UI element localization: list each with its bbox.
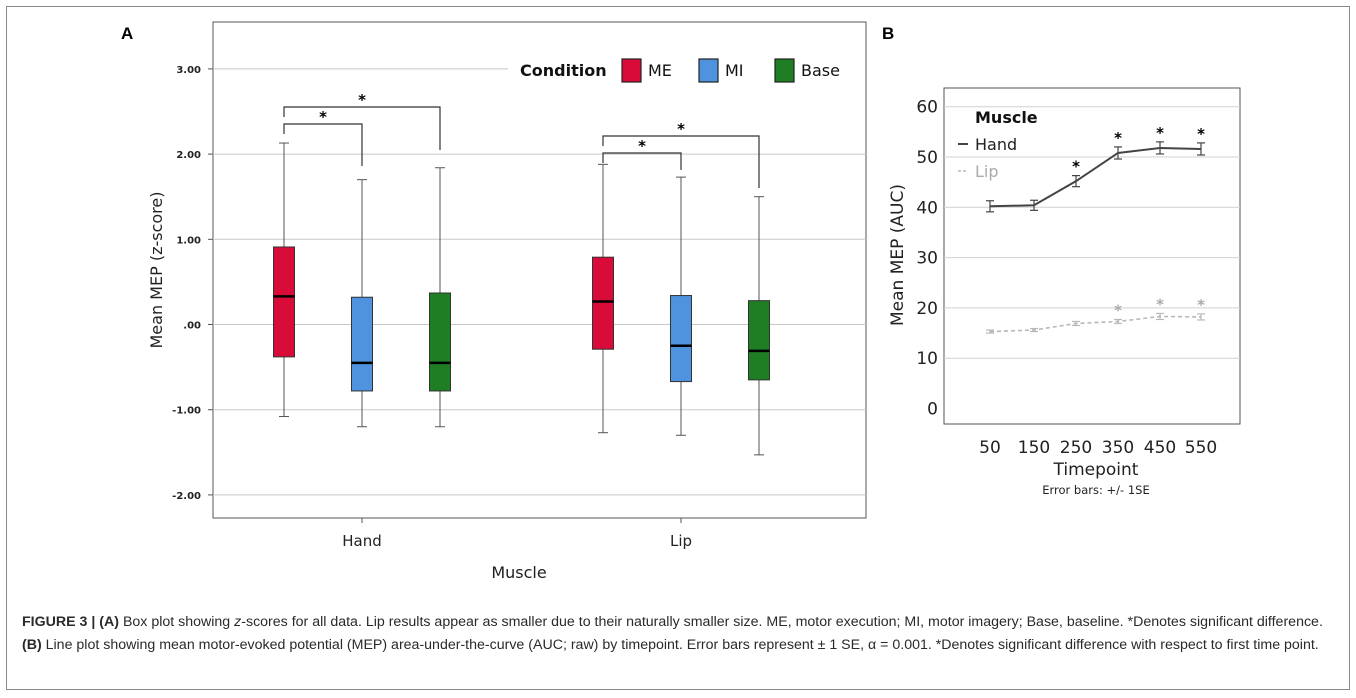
- legend-a: Condition ME MI Base: [520, 58, 840, 83]
- y-tick-label-b: 10: [916, 349, 938, 369]
- y-tick-label-b: 40: [916, 198, 938, 218]
- significance-star: *: [358, 91, 366, 109]
- significance-bracket: *: [283, 91, 441, 150]
- error-bar: [1030, 199, 1038, 211]
- panel-label-a: A: [121, 24, 134, 43]
- box-hand-base: [429, 292, 451, 392]
- error-bar: [1197, 142, 1205, 156]
- y-tick-label-a: -1.00: [172, 406, 201, 417]
- box-hand-mi: [351, 296, 373, 392]
- caption-a-text-2: -scores for all data. Lip results appear…: [241, 614, 1323, 630]
- significance-star: *: [1156, 124, 1164, 142]
- caption-b-label: (B): [22, 637, 42, 653]
- significance-bracket: *: [283, 108, 363, 166]
- legend-label-base: Base: [801, 61, 840, 80]
- bracket-line: [283, 106, 441, 150]
- error-bar: [1197, 313, 1205, 321]
- error-bar-note: Error bars: +/- 1SE: [1042, 483, 1149, 497]
- legend-label-me: ME: [648, 61, 672, 80]
- x-tick-label-b: 250: [1060, 438, 1092, 458]
- x-tick-label-b: 350: [1102, 438, 1134, 458]
- error-bar: [1114, 146, 1122, 160]
- error-bar: [1156, 312, 1164, 321]
- error-bar: [1114, 318, 1122, 325]
- significance-star: *: [1072, 158, 1080, 176]
- figure-caption: FIGURE 3 | (A) Box plot showing z-scores…: [22, 611, 1338, 657]
- legend-title-a: Condition: [520, 61, 607, 80]
- significance-bracket: *: [602, 120, 760, 188]
- significance-star: *: [1197, 125, 1205, 143]
- significance-star: *: [1114, 301, 1122, 319]
- y-tick-label-a: 3.00: [176, 65, 201, 76]
- x-axis-label-a: Muscle: [491, 563, 546, 582]
- error-bar: [1072, 320, 1080, 327]
- y-tick-label-a: 2.00: [176, 150, 201, 161]
- error-bar: [986, 329, 994, 334]
- y-axis-label-a: Mean MEP (z-score): [147, 192, 166, 349]
- y-tick-label-b: 60: [916, 98, 938, 118]
- x-tick-label-b: 150: [1018, 438, 1050, 458]
- panel-label-b: B: [882, 24, 895, 43]
- error-bar: [986, 200, 994, 213]
- x-tick-label-b: 450: [1144, 438, 1176, 458]
- y-tick-label-a: -2.00: [172, 491, 201, 502]
- significance-star: *: [638, 137, 646, 155]
- x-axis-label-b: Timepoint: [1053, 460, 1139, 480]
- significance-star: *: [1197, 296, 1205, 314]
- legend-swatch-base: [774, 58, 795, 83]
- legend-title-b: Muscle: [975, 108, 1038, 127]
- box-lip-me: [592, 256, 614, 350]
- significance-star: *: [1114, 129, 1122, 147]
- y-tick-label-b: 30: [916, 249, 938, 269]
- error-bar: [1156, 141, 1164, 155]
- y-tick-label-b: 0: [927, 400, 938, 420]
- legend-label-hand: Hand: [975, 135, 1017, 154]
- plot-frame-a: [212, 21, 867, 519]
- legend-label-mi: MI: [725, 61, 744, 80]
- y-axis-label-b: Mean MEP (AUC): [888, 184, 908, 326]
- significance-star: *: [319, 108, 327, 126]
- x-tick-label-b: 50: [979, 438, 1001, 458]
- caption-a-label: (A): [99, 614, 119, 630]
- series-hand: * * * *: [986, 124, 1205, 213]
- x-tick-label-a: Hand: [342, 532, 382, 550]
- caption-a-text-1: Box plot showing: [119, 614, 235, 630]
- caption-b-text: Line plot showing mean motor-evoked pote…: [41, 637, 1319, 653]
- series-line-hand: [989, 146, 1202, 208]
- significance-star: *: [1156, 295, 1164, 313]
- legend-swatch-mi: [698, 58, 719, 83]
- bracket-line: [602, 152, 682, 170]
- x-tick-label-a: Lip: [670, 532, 692, 550]
- bracket-line: [283, 123, 363, 166]
- y-tick-label-b: 20: [916, 299, 938, 319]
- x-tick-label-b: 550: [1185, 438, 1217, 458]
- error-bar: [1072, 175, 1080, 188]
- box-hand-me: [273, 246, 295, 358]
- y-tick-label-a: 1.00: [176, 235, 201, 246]
- legend-b: Muscle Hand Lip: [958, 108, 1038, 181]
- plot-frame-b: [943, 87, 1241, 425]
- box-lip-mi: [670, 295, 692, 383]
- legend-label-lip: Lip: [975, 162, 999, 181]
- significance-star: *: [677, 120, 685, 138]
- error-bar: [1030, 327, 1038, 333]
- y-tick-label-a: .00: [183, 321, 201, 332]
- caption-a-text-z: z: [234, 614, 242, 630]
- legend-swatch-me: [621, 58, 642, 83]
- significance-bracket: *: [602, 137, 682, 170]
- caption-figure-label: FIGURE 3 |: [22, 614, 96, 630]
- bracket-line: [602, 135, 760, 188]
- box-lip-base: [748, 300, 770, 381]
- series-line-lip: [989, 315, 1202, 333]
- figure-frame: [6, 6, 1350, 690]
- series-lip: * * *: [986, 295, 1205, 334]
- y-tick-label-b: 50: [916, 148, 938, 168]
